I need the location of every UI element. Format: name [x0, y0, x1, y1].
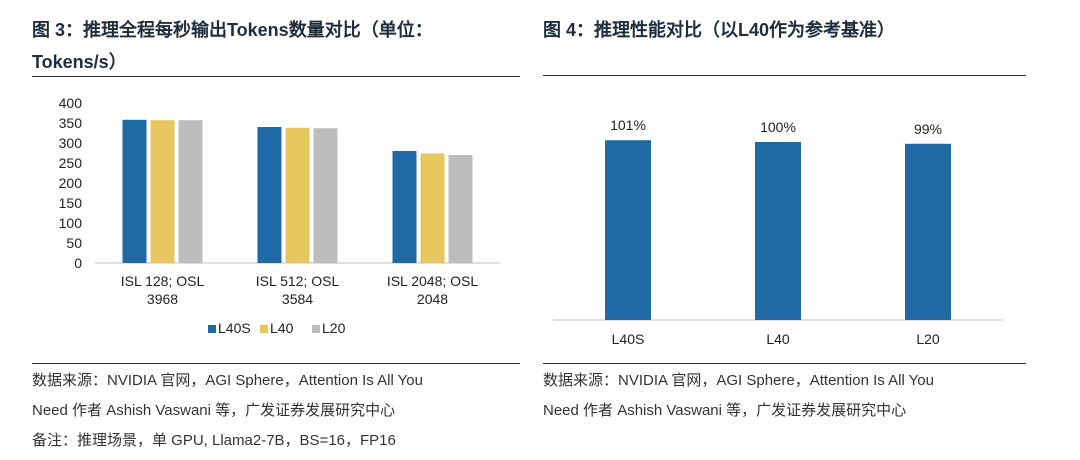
y-tick-label: 300 — [59, 135, 83, 151]
legend-swatch-l20 — [312, 325, 320, 333]
x-category-label: L20 — [916, 331, 940, 347]
x-category-label: L40 — [766, 331, 790, 347]
legend-label-l40s: L40S — [218, 320, 251, 336]
figure-3-bottom-rule — [32, 363, 520, 364]
data-label: 101% — [610, 117, 646, 133]
bar-l40 — [285, 127, 310, 263]
bar-l20 — [178, 120, 203, 263]
y-tick-label: 50 — [66, 235, 82, 251]
figure-4-title-rule — [543, 75, 1026, 76]
bar-l40 — [150, 120, 175, 263]
x-category-label: ISL 512; OSL — [256, 273, 340, 289]
bar-l40s — [257, 127, 282, 263]
y-tick-label: 200 — [59, 175, 83, 191]
figure-4-title: 图 4：推理性能对比（以L40作为参考基准） — [543, 20, 896, 40]
x-category-label: L40S — [612, 331, 645, 347]
figure-4-source-line-1: 数据来源：NVIDIA 官网，AGI Sphere，Attention Is A… — [543, 372, 934, 389]
bar-l40s — [392, 151, 417, 263]
figure-4-source-line-2: Need 作者 Ashish Vaswani 等，广发证券发展研究中心 — [543, 402, 907, 419]
figure-3-bar-chart: 0 50 100 150 200 250 300 350 400 ISL 128; OSL 3968… — [59, 95, 500, 336]
x-category-label: 3584 — [282, 291, 313, 307]
x-category-label: ISL 128; OSL — [121, 273, 205, 289]
figure-3-source-line-1: 数据来源：NVIDIA 官网，AGI Sphere，Attention Is A… — [32, 372, 423, 389]
figure-4-panel: 图 4：推理性能对比（以L40作为参考基准） 101% L40S 100% L40 99… — [543, 0, 1030, 460]
y-tick-label: 350 — [59, 115, 83, 131]
figure-3-title: 图 3：推理全程每秒输出Tokens数量对比（单位：Tokens/s） — [32, 20, 433, 72]
legend-swatch-l40s — [208, 325, 216, 333]
y-tick-label: 0 — [74, 255, 82, 271]
legend-label-l20: L20 — [322, 320, 346, 336]
bar-l40s — [122, 119, 147, 263]
bar-l20 — [313, 128, 338, 263]
bar-l40s — [605, 140, 651, 320]
x-category-label: 2048 — [417, 291, 448, 307]
data-label: 99% — [914, 121, 942, 137]
bar-l20 — [448, 155, 473, 263]
figure-3-panel: 图 3：推理全程每秒输出Tokens数量对比（单位：Tokens/s） 0 50 1… — [32, 0, 520, 460]
figure-4-bar-chart: 101% L40S 100% L40 99% L20 — [553, 117, 1003, 347]
figure-3-title-rule — [32, 76, 520, 77]
x-category-label: 3968 — [147, 291, 178, 307]
y-tick-label: 400 — [59, 95, 83, 111]
figure-3-note: 备注：推理场景，单 GPU, Llama2-7B，BS=16，FP16 — [32, 432, 396, 449]
legend-swatch-l40 — [260, 325, 268, 333]
y-tick-label: 100 — [59, 215, 83, 231]
figure-4-bottom-rule — [543, 363, 1026, 364]
y-tick-label: 250 — [59, 155, 83, 171]
y-tick-label: 150 — [59, 195, 83, 211]
data-label: 100% — [760, 119, 796, 135]
bar-l40 — [420, 153, 445, 263]
x-category-label: ISL 2048; OSL — [387, 273, 479, 289]
bar-l40 — [755, 142, 801, 320]
legend-label-l40: L40 — [270, 320, 294, 336]
bar-l20 — [905, 143, 951, 320]
figure-3-source-line-2: Need 作者 Ashish Vaswani 等，广发证券发展研究中心 — [32, 402, 396, 419]
